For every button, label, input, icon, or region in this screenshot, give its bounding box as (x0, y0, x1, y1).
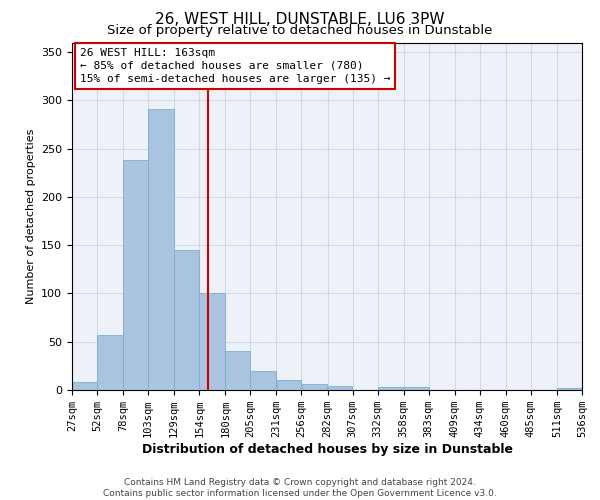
Bar (97, 335, 123, 390)
Bar (328, 386, 352, 390)
Bar (123, 160, 148, 390)
X-axis label: Distribution of detached houses by size in Dunstable: Distribution of detached houses by size … (142, 443, 512, 456)
Text: 26, WEST HILL, DUNSTABLE, LU6 3PW: 26, WEST HILL, DUNSTABLE, LU6 3PW (155, 12, 445, 28)
Bar (72, 382, 97, 390)
Bar (404, 387, 428, 390)
Bar (250, 370, 276, 390)
Text: Size of property relative to detached houses in Dunstable: Size of property relative to detached ho… (107, 24, 493, 37)
Bar (226, 352, 250, 390)
Bar (557, 388, 582, 390)
Y-axis label: Number of detached properties: Number of detached properties (26, 128, 35, 304)
Bar (148, 109, 174, 390)
Bar (199, 294, 225, 390)
Bar (302, 384, 328, 390)
Bar (277, 380, 301, 390)
Bar (175, 250, 199, 390)
Bar (378, 387, 404, 390)
Text: 26 WEST HILL: 163sqm
← 85% of detached houses are smaller (780)
15% of semi-deta: 26 WEST HILL: 163sqm ← 85% of detached h… (80, 48, 390, 84)
Text: Contains HM Land Registry data © Crown copyright and database right 2024.
Contai: Contains HM Land Registry data © Crown c… (103, 478, 497, 498)
